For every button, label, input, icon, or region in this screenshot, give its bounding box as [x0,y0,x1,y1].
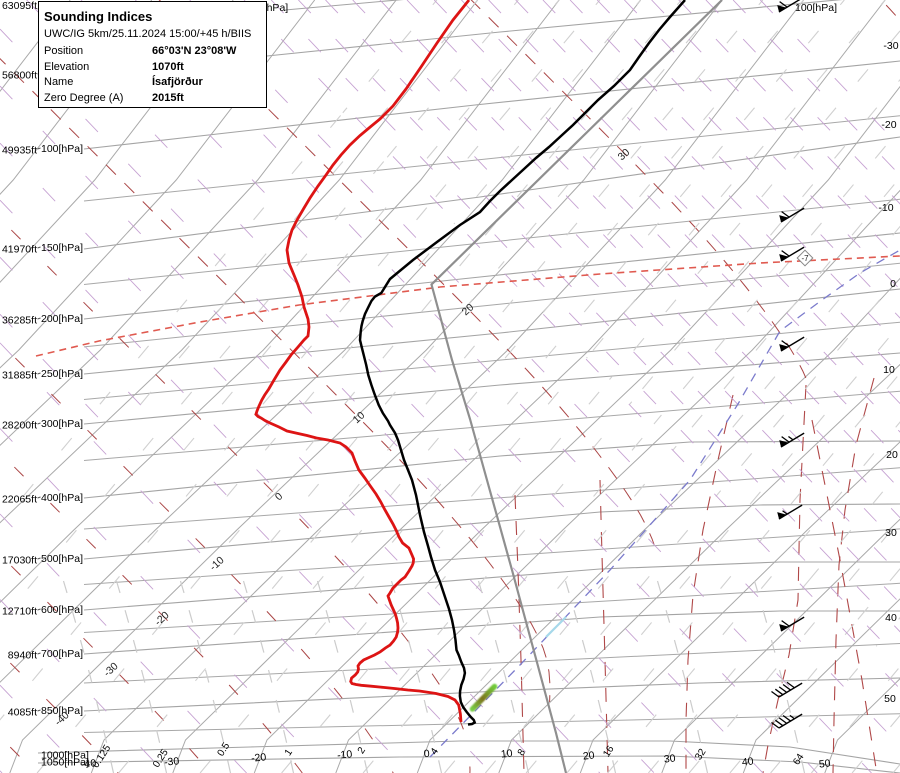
svg-text:500[hPa]: 500[hPa] [41,553,83,565]
svg-text:-10: -10 [878,202,893,214]
svg-text:-20: -20 [881,119,896,131]
svg-text:-40: -40 [81,757,98,771]
svg-text:8: 8 [516,747,528,758]
svg-text:150[hPa]: 150[hPa] [41,242,83,254]
svg-text:4085ft: 4085ft [8,707,37,719]
svg-text:31885ft: 31885ft [2,370,37,382]
svg-text:1050[hPa]: 1050[hPa] [41,757,89,769]
svg-text:700[hPa]: 700[hPa] [41,648,83,660]
svg-text:30: 30 [663,752,676,765]
svg-text:300[hPa]: 300[hPa] [41,418,83,430]
svg-text:28200ft: 28200ft [2,420,37,432]
svg-text:10: 10 [883,364,895,376]
svg-text:-30: -30 [164,755,181,769]
svg-text:100[hPa]: 100[hPa] [41,143,83,155]
svg-text:250[hPa]: 250[hPa] [41,368,83,380]
svg-text:100[hPa]: 100[hPa] [795,2,837,14]
svg-text:8940ft: 8940ft [8,650,37,662]
svg-text:-10: -10 [337,748,354,762]
svg-text:4: 4 [429,746,441,757]
svg-text:56800ft: 56800ft [2,70,37,82]
svg-text:10: 10 [500,747,513,760]
svg-text:30: 30 [885,527,897,539]
svg-text:50: 50 [818,757,831,770]
svg-text:12710ft: 12710ft [2,606,37,618]
svg-text:1: 1 [283,747,295,758]
svg-text:400[hPa]: 400[hPa] [41,492,83,504]
svg-text:40: 40 [741,755,754,768]
svg-text:850[hPa]: 850[hPa] [41,705,83,717]
svg-text:200[hPa]: 200[hPa] [41,313,83,325]
svg-text:20: 20 [582,749,595,762]
svg-text:20: 20 [886,449,898,461]
svg-text:41970ft: 41970ft [2,244,37,256]
svg-text:63095ft: 63095ft [2,0,37,12]
svg-text:0: 0 [890,278,896,290]
svg-text:49935ft: 49935ft [2,145,37,157]
svg-text:17030ft: 17030ft [2,555,37,567]
svg-text:600[hPa]: 600[hPa] [41,604,83,616]
svg-text:-7: -7 [801,254,809,263]
svg-text:-30: -30 [883,40,898,52]
svg-text:-20: -20 [251,751,268,765]
svg-text:1000[hPa]: 1000[hPa] [41,750,89,762]
svg-text:22065ft: 22065ft [2,494,37,506]
svg-text:0: 0 [423,748,430,761]
svg-text:2: 2 [356,745,368,756]
svg-text:40: 40 [885,612,897,624]
svg-text:36285ft: 36285ft [2,315,37,327]
svg-text:50: 50 [884,693,896,705]
